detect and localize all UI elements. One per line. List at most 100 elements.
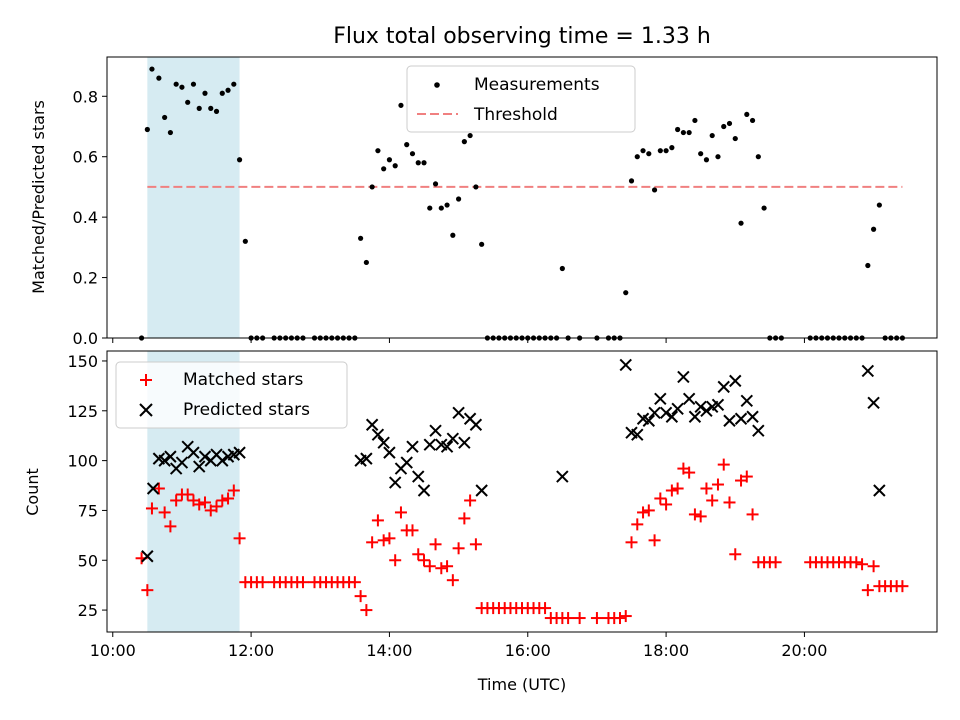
matched-stars-point: [423, 560, 436, 573]
predicted-stars-point: [164, 450, 177, 463]
matched-stars-point: [648, 534, 661, 547]
x-tick-label: 12:00: [228, 641, 274, 660]
predicted-stars-point: [388, 476, 402, 489]
predicted-stars-point: [556, 470, 569, 483]
measurement-point: [559, 265, 565, 272]
predicted-stars-point: [711, 398, 725, 412]
predicted-stars-point: [423, 438, 436, 451]
y-tick-label: 150: [67, 352, 98, 371]
x-tick-label: 16:00: [505, 641, 551, 660]
y-tick-label: 125: [67, 402, 98, 421]
measurement-point: [461, 139, 467, 145]
measurement-point: [726, 120, 733, 127]
predicted-stars-point: [175, 456, 189, 469]
matched-stars-point: [740, 470, 753, 483]
measurement-point: [865, 262, 871, 269]
matched-stars-point: [539, 602, 552, 615]
measurement-point: [692, 117, 698, 124]
measurement-point: [444, 202, 450, 208]
predicted-stars-point: [619, 358, 632, 372]
matched-stars-point: [896, 580, 909, 593]
measurement-point: [686, 129, 692, 136]
predicted-stars-point: [469, 418, 483, 431]
matched-stars-point: [193, 498, 206, 511]
measurement-point: [744, 111, 750, 118]
measurement-point: [432, 181, 439, 187]
matched-stars-point: [642, 504, 655, 517]
measurement-point: [703, 157, 710, 163]
measurement-point: [640, 148, 646, 154]
matched-stars-point: [216, 494, 229, 507]
bottom-y-ticks: 25 50 75 100 125 150: [67, 352, 107, 620]
measurement-point: [358, 235, 364, 241]
y-tick-label: 25: [78, 601, 98, 620]
matched-stars-point: [435, 562, 448, 575]
measurement-point: [455, 196, 462, 202]
matched-stars-point: [613, 612, 626, 625]
predicted-stars-point: [688, 410, 702, 423]
predicted-stars-point: [429, 424, 442, 437]
measurement-point: [634, 154, 640, 160]
predicted-stars-point: [400, 456, 413, 469]
measurement-point: [173, 81, 179, 87]
predicted-stars-point: [198, 450, 212, 463]
predicted-stars-point: [734, 412, 748, 425]
y-tick-label: 0.4: [73, 208, 98, 227]
matched-stars-point: [671, 482, 684, 495]
measurement-point: [715, 154, 721, 160]
legend-predicted-label: Predicted stars: [183, 400, 310, 420]
matched-stars-point: [619, 610, 632, 623]
matched-stars-point: [296, 576, 309, 589]
matched-stars-point: [446, 574, 459, 587]
measurement-point: [761, 205, 767, 211]
bottom-legend-frame: [115, 361, 348, 429]
matched-stars-point: [256, 576, 269, 589]
y-tick-label: 50: [78, 551, 98, 570]
top-legend-frame: [406, 65, 636, 133]
bottom-points-layer: [135, 358, 909, 625]
measurement-point: [755, 154, 761, 160]
matched-stars-point: [458, 512, 471, 525]
matched-stars-point: [723, 496, 736, 509]
measurement-point: [698, 151, 704, 157]
measurement-point: [144, 126, 150, 133]
matched-stars-point: [198, 496, 211, 509]
predicted-stars-point: [371, 428, 385, 441]
measurement-point: [156, 75, 162, 81]
predicted-stars-point: [700, 404, 713, 417]
matched-stars-point: [769, 556, 782, 569]
matched-stars-point: [348, 576, 361, 589]
matched-stars-point: [631, 518, 644, 531]
measurement-point: [363, 259, 369, 266]
x-tick-label: 10:00: [90, 641, 136, 660]
predicted-stars-point: [746, 410, 759, 423]
predicted-stars-point: [873, 484, 886, 497]
measurement-point: [409, 151, 416, 157]
measurement-point: [185, 99, 191, 105]
measurement-point: [167, 129, 174, 136]
predicted-stars-point: [233, 446, 246, 459]
x-tick-label: 18:00: [643, 641, 689, 660]
measurement-point: [876, 202, 882, 208]
top-y-axis-label: Matched/Predicted stars: [29, 100, 48, 294]
matched-stars-point: [706, 494, 719, 507]
measurement-point: [663, 148, 669, 154]
predicted-stars-point: [740, 394, 753, 408]
matched-stars-point: [688, 508, 701, 521]
predicted-stars-point: [717, 380, 730, 394]
matched-stars-point: [389, 554, 402, 567]
matched-stars-point: [746, 508, 759, 521]
measurement-point: [467, 132, 473, 139]
legend-measurements-marker: [434, 82, 440, 88]
matched-stars-point: [464, 494, 477, 507]
matched-stars-point: [637, 506, 650, 519]
predicted-stars-point: [677, 370, 690, 384]
measurement-point: [375, 148, 381, 154]
predicted-stars-point: [631, 428, 644, 441]
matched-stars-point: [660, 498, 673, 511]
predicted-stars-point: [187, 446, 200, 459]
top-legend: Measurements Threshold: [406, 65, 636, 133]
measurement-point: [398, 102, 404, 108]
matched-stars-point: [394, 506, 407, 519]
predicted-stars-point: [682, 392, 696, 406]
